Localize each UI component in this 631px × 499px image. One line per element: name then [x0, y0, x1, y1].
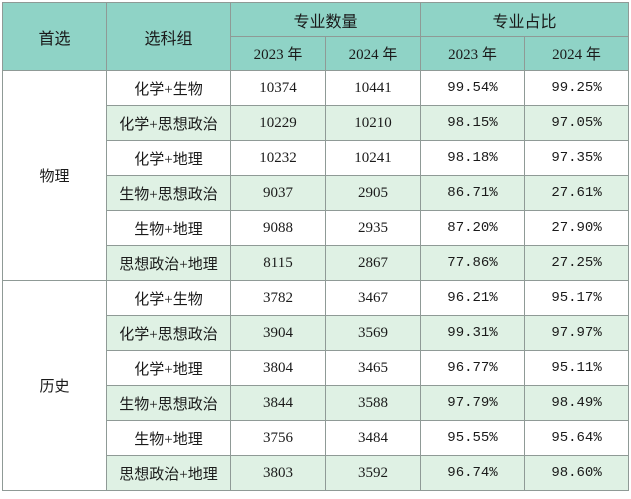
- count-2024-cell: 2935: [324, 210, 422, 246]
- header-subject-group: 选科组: [106, 2, 231, 71]
- table-row: 历史 化学+生物 3782 3467 96.21% 95.17%: [2, 280, 630, 491]
- count-2024-cell: 3465: [324, 350, 422, 386]
- count-2024-cell: 3569: [324, 315, 422, 351]
- header-major-count: 专业数量: [229, 2, 422, 37]
- ratio-2024-cell: 97.97%: [524, 315, 630, 351]
- count-2024-cell: 10210: [324, 105, 422, 141]
- header-ratio-2024: 2024 年: [524, 36, 630, 71]
- count-2023-cell: 3803: [230, 455, 326, 491]
- ratio-2024-cell: 27.90%: [524, 210, 630, 246]
- count-2024-cell: 3467: [324, 280, 422, 316]
- combo-cell: 生物+思想政治: [106, 385, 231, 421]
- combo-cell: 生物+地理: [106, 420, 231, 456]
- count-2024-cell: 3592: [324, 455, 422, 491]
- ratio-2023-cell: 95.55%: [420, 420, 526, 456]
- table-row: 思想政治+地理 3803 3592 96.74% 98.60%: [3, 455, 630, 491]
- count-2023-cell: 3904: [230, 315, 326, 351]
- count-2023-cell: 3782: [230, 280, 326, 316]
- ratio-2024-cell: 98.49%: [524, 385, 630, 421]
- table-row: 生物+地理 9088 2935 87.20% 27.90%: [3, 210, 630, 246]
- group-label: 物理: [2, 70, 107, 281]
- table-row: 化学+思想政治 10229 10210 98.15% 97.05%: [3, 105, 630, 141]
- combo-cell: 生物+思想政治: [106, 175, 231, 211]
- header-count-2024: 2024 年: [324, 36, 422, 71]
- combo-cell: 思想政治+地理: [106, 245, 231, 281]
- table-row: 生物+思想政治 3844 3588 97.79% 98.49%: [3, 385, 630, 421]
- header-count-2023: 2023 年: [230, 36, 326, 71]
- count-2024-cell: 10241: [324, 140, 422, 176]
- table-row: 思想政治+地理 8115 2867 77.86% 27.25%: [3, 245, 630, 281]
- ratio-2024-cell: 97.05%: [524, 105, 630, 141]
- subject-combination-table: 首选 选科组 专业数量 专业占比 2023 年 2024 年 2023 年 20…: [2, 2, 630, 491]
- table-row: 物理 化学+生物 10374 10441 99.54% 99.25%: [2, 70, 630, 281]
- count-2024-cell: 2867: [324, 245, 422, 281]
- ratio-2023-cell: 98.18%: [420, 140, 526, 176]
- combo-cell: 化学+思想政治: [106, 315, 231, 351]
- count-2024-cell: 3484: [324, 420, 422, 456]
- group-label: 历史: [2, 280, 107, 491]
- ratio-2024-cell: 99.25%: [524, 70, 630, 106]
- ratio-2024-cell: 95.64%: [524, 420, 630, 456]
- ratio-2023-cell: 96.21%: [420, 280, 526, 316]
- count-2023-cell: 10229: [230, 105, 326, 141]
- ratio-2023-cell: 97.79%: [420, 385, 526, 421]
- table-body: 物理 化学+生物 10374 10441 99.54% 99.25% 化学+思想政治 1022…: [2, 70, 630, 491]
- combo-cell: 化学+地理: [106, 140, 231, 176]
- table-row: 化学+地理 10232 10241 98.18% 97.35%: [3, 140, 630, 176]
- count-2023-cell: 3844: [230, 385, 326, 421]
- table-row: 化学+思想政治 3904 3569 99.31% 97.97%: [3, 315, 630, 351]
- combo-cell: 思想政治+地理: [106, 455, 231, 491]
- count-2023-cell: 3756: [230, 420, 326, 456]
- ratio-2024-cell: 95.17%: [524, 280, 630, 316]
- ratio-2023-cell: 77.86%: [420, 245, 526, 281]
- ratio-2023-cell: 98.15%: [420, 105, 526, 141]
- ratio-2023-cell: 96.77%: [420, 350, 526, 386]
- ratio-2023-cell: 99.54%: [420, 70, 526, 106]
- ratio-2023-cell: 87.20%: [420, 210, 526, 246]
- ratio-2024-cell: 98.60%: [524, 455, 630, 491]
- ratio-2023-cell: 99.31%: [420, 315, 526, 351]
- header-major-ratio: 专业占比: [420, 2, 630, 37]
- combo-cell: 化学+生物: [106, 280, 231, 316]
- count-2023-cell: 8115: [230, 245, 326, 281]
- header-ratio-2023: 2023 年: [420, 36, 526, 71]
- count-2023-cell: 9037: [230, 175, 326, 211]
- count-2023-cell: 10374: [230, 70, 326, 106]
- table-row: 生物+思想政治 9037 2905 86.71% 27.61%: [3, 175, 630, 211]
- ratio-2023-cell: 96.74%: [420, 455, 526, 491]
- count-2023-cell: 3804: [230, 350, 326, 386]
- combo-cell: 化学+思想政治: [106, 105, 231, 141]
- ratio-2024-cell: 27.61%: [524, 175, 630, 211]
- count-2024-cell: 2905: [324, 175, 422, 211]
- combo-cell: 化学+生物: [106, 70, 231, 106]
- combo-cell: 化学+地理: [106, 350, 231, 386]
- header-first-choice: 首选: [2, 2, 107, 71]
- count-2024-cell: 3588: [324, 385, 422, 421]
- ratio-2023-cell: 86.71%: [420, 175, 526, 211]
- combo-cell: 生物+地理: [106, 210, 231, 246]
- ratio-2024-cell: 95.11%: [524, 350, 630, 386]
- count-2023-cell: 10232: [230, 140, 326, 176]
- count-2023-cell: 9088: [230, 210, 326, 246]
- count-2024-cell: 10441: [324, 70, 422, 106]
- ratio-2024-cell: 27.25%: [524, 245, 630, 281]
- ratio-2024-cell: 97.35%: [524, 140, 630, 176]
- table-row: 化学+地理 3804 3465 96.77% 95.11%: [3, 350, 630, 386]
